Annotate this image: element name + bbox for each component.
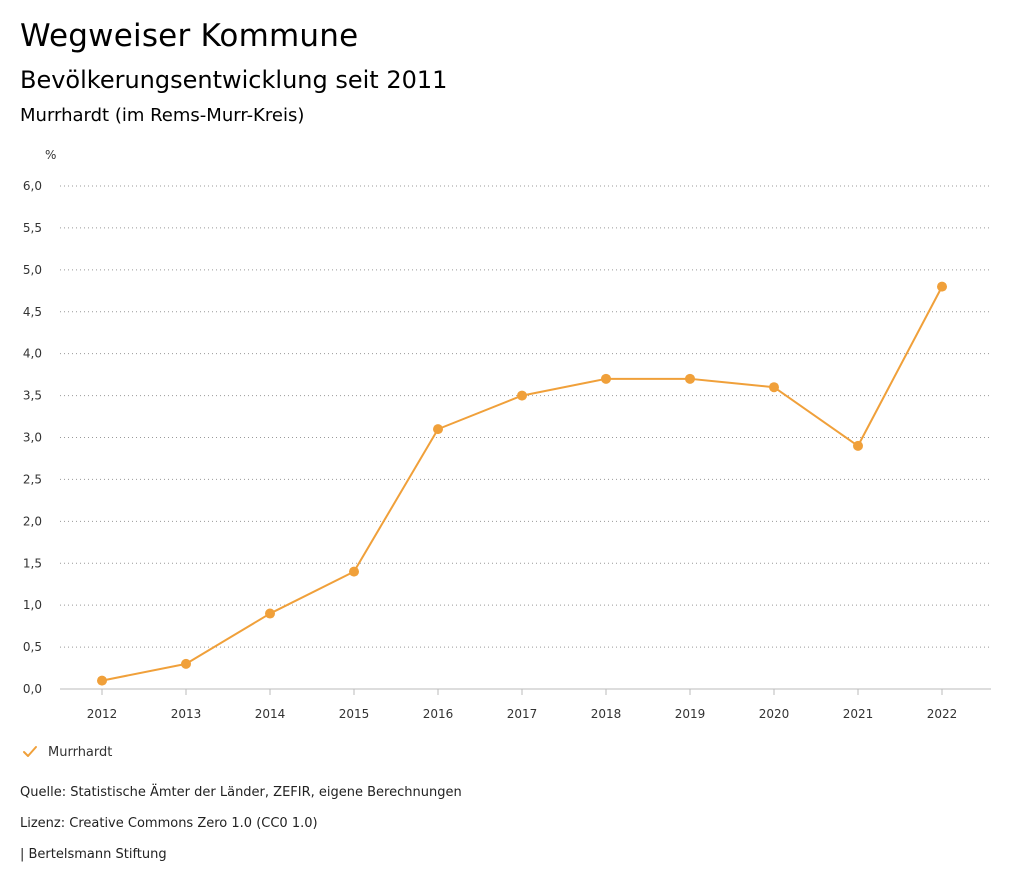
x-tick-label: 2018 — [591, 707, 622, 721]
y-tick-label: 1,0 — [23, 598, 42, 612]
data-point — [685, 373, 695, 384]
data-point — [601, 373, 611, 384]
x-tick-label: 2014 — [255, 707, 286, 721]
x-tick-label: 2015 — [339, 707, 370, 721]
chart-title: Wegweiser Kommune — [20, 18, 359, 54]
y-tick-label: 0,0 — [23, 682, 42, 696]
y-tick-label: 2,0 — [23, 514, 42, 528]
data-point — [349, 566, 359, 577]
data-point — [517, 390, 527, 401]
y-tick-label: 5,0 — [23, 263, 42, 277]
y-tick-label: 1,5 — [23, 556, 42, 570]
line-chart: % 0,0 0,5 1,0 1,5 2,0 2,5 3,0 3,5 4,0 4,5 5,0 5,5 6,0… — [23, 148, 991, 721]
y-tick-label: 4,0 — [23, 347, 42, 361]
legend-label: Murrhardt — [48, 744, 113, 760]
y-tick-label: 3,0 — [23, 431, 42, 445]
data-point — [181, 658, 191, 669]
y-axis-unit-label: % — [45, 148, 56, 162]
data-point — [265, 608, 275, 619]
brand-text: | Bertelsmann Stiftung — [20, 847, 167, 862]
series-line — [101, 286, 943, 682]
y-tick-label: 3,5 — [23, 389, 42, 403]
legend-item-murrhardt[interactable]: Murrhardt — [22, 744, 112, 760]
x-tick-label: 2017 — [507, 707, 538, 721]
source-text: Quelle: Statistische Ämter der Länder, Z… — [20, 785, 462, 800]
x-tick-label: 2021 — [843, 707, 874, 721]
region-label: Murrhardt (im Rems-Murr-Kreis) — [20, 105, 305, 126]
y-tick-label: 5,5 — [23, 221, 42, 235]
y-tick-label: 6,0 — [23, 179, 42, 193]
x-tick-label: 2013 — [171, 707, 202, 721]
x-tick-label: 2016 — [423, 707, 454, 721]
y-tick-label: 4,5 — [23, 305, 42, 319]
x-tick-label: 2012 — [87, 707, 118, 721]
check-icon — [23, 746, 37, 757]
data-point — [769, 382, 779, 393]
data-point — [853, 440, 863, 451]
x-tick-label: 2022 — [927, 707, 958, 721]
y-tick-label: 0,5 — [23, 640, 42, 654]
data-point — [97, 675, 107, 686]
license-text: Lizenz: Creative Commons Zero 1.0 (CC0 1… — [20, 816, 318, 831]
data-point — [937, 281, 947, 292]
data-point — [433, 424, 443, 435]
x-tick-label: 2020 — [759, 707, 790, 721]
chart-subtitle: Bevölkerungsentwicklung seit 2011 — [20, 66, 448, 94]
x-tick-label: 2019 — [675, 707, 706, 721]
y-tick-label: 2,5 — [23, 472, 42, 486]
